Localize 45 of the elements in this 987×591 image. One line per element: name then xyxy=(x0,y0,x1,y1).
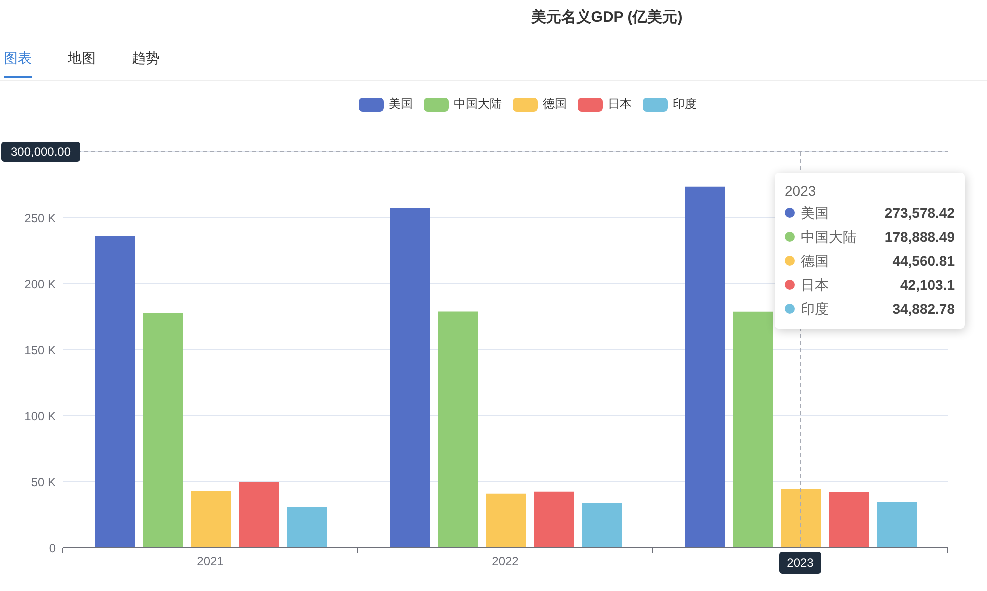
y-tick-label: 200 K xyxy=(24,277,56,292)
bar xyxy=(143,313,183,548)
bar xyxy=(582,503,622,548)
bar xyxy=(438,312,478,548)
text: 日本 xyxy=(608,97,632,111)
annotation: 44,560.81 xyxy=(892,252,955,271)
y-tick-label: 0 xyxy=(49,541,56,556)
text: 地图 xyxy=(68,50,96,66)
y-tick-label: 100 K xyxy=(24,409,56,424)
bar xyxy=(829,492,869,548)
text: 图表 xyxy=(4,50,32,66)
annotation: 42,103.1 xyxy=(900,276,955,295)
bar xyxy=(685,186,725,548)
bar xyxy=(191,491,231,548)
legend-label: 中国大陆 xyxy=(801,228,857,247)
legend-label: 美国 xyxy=(389,96,413,113)
bar xyxy=(733,312,773,548)
ref-line-label: 300,000.00 xyxy=(10,145,72,160)
annotation: 178,888.49 xyxy=(884,228,955,247)
legend-label: 德国 xyxy=(801,252,829,271)
bar xyxy=(239,482,279,548)
y-tick-label: 150 K xyxy=(24,343,56,358)
x-tick-label: 2021 xyxy=(197,554,224,569)
bar xyxy=(877,502,917,548)
text: 美国 xyxy=(801,205,829,221)
bar xyxy=(287,507,327,548)
bar xyxy=(486,494,526,548)
bar xyxy=(390,208,430,548)
annotation: 273,578.42 xyxy=(884,204,955,223)
text: 中国大陆 xyxy=(454,97,502,111)
annotation: 34,882.78 xyxy=(892,300,955,319)
text: 德国 xyxy=(543,97,567,111)
y-tick-label: 250 K xyxy=(24,211,56,226)
y-tick-label: 50 K xyxy=(31,475,56,490)
legend-label: 印度 xyxy=(801,300,829,319)
x-tick-label: 2022 xyxy=(492,554,520,569)
bar xyxy=(781,489,821,548)
legend-label: 日本 xyxy=(801,276,829,295)
annotation: 2023 xyxy=(785,183,816,199)
chart-title: 美元名义GDP (亿美元) xyxy=(530,8,684,27)
text: 印度 xyxy=(673,97,697,111)
x-tick-label: 2023 xyxy=(787,556,814,570)
bar xyxy=(534,492,574,548)
text: 趋势 xyxy=(132,50,160,66)
bar xyxy=(95,236,135,548)
